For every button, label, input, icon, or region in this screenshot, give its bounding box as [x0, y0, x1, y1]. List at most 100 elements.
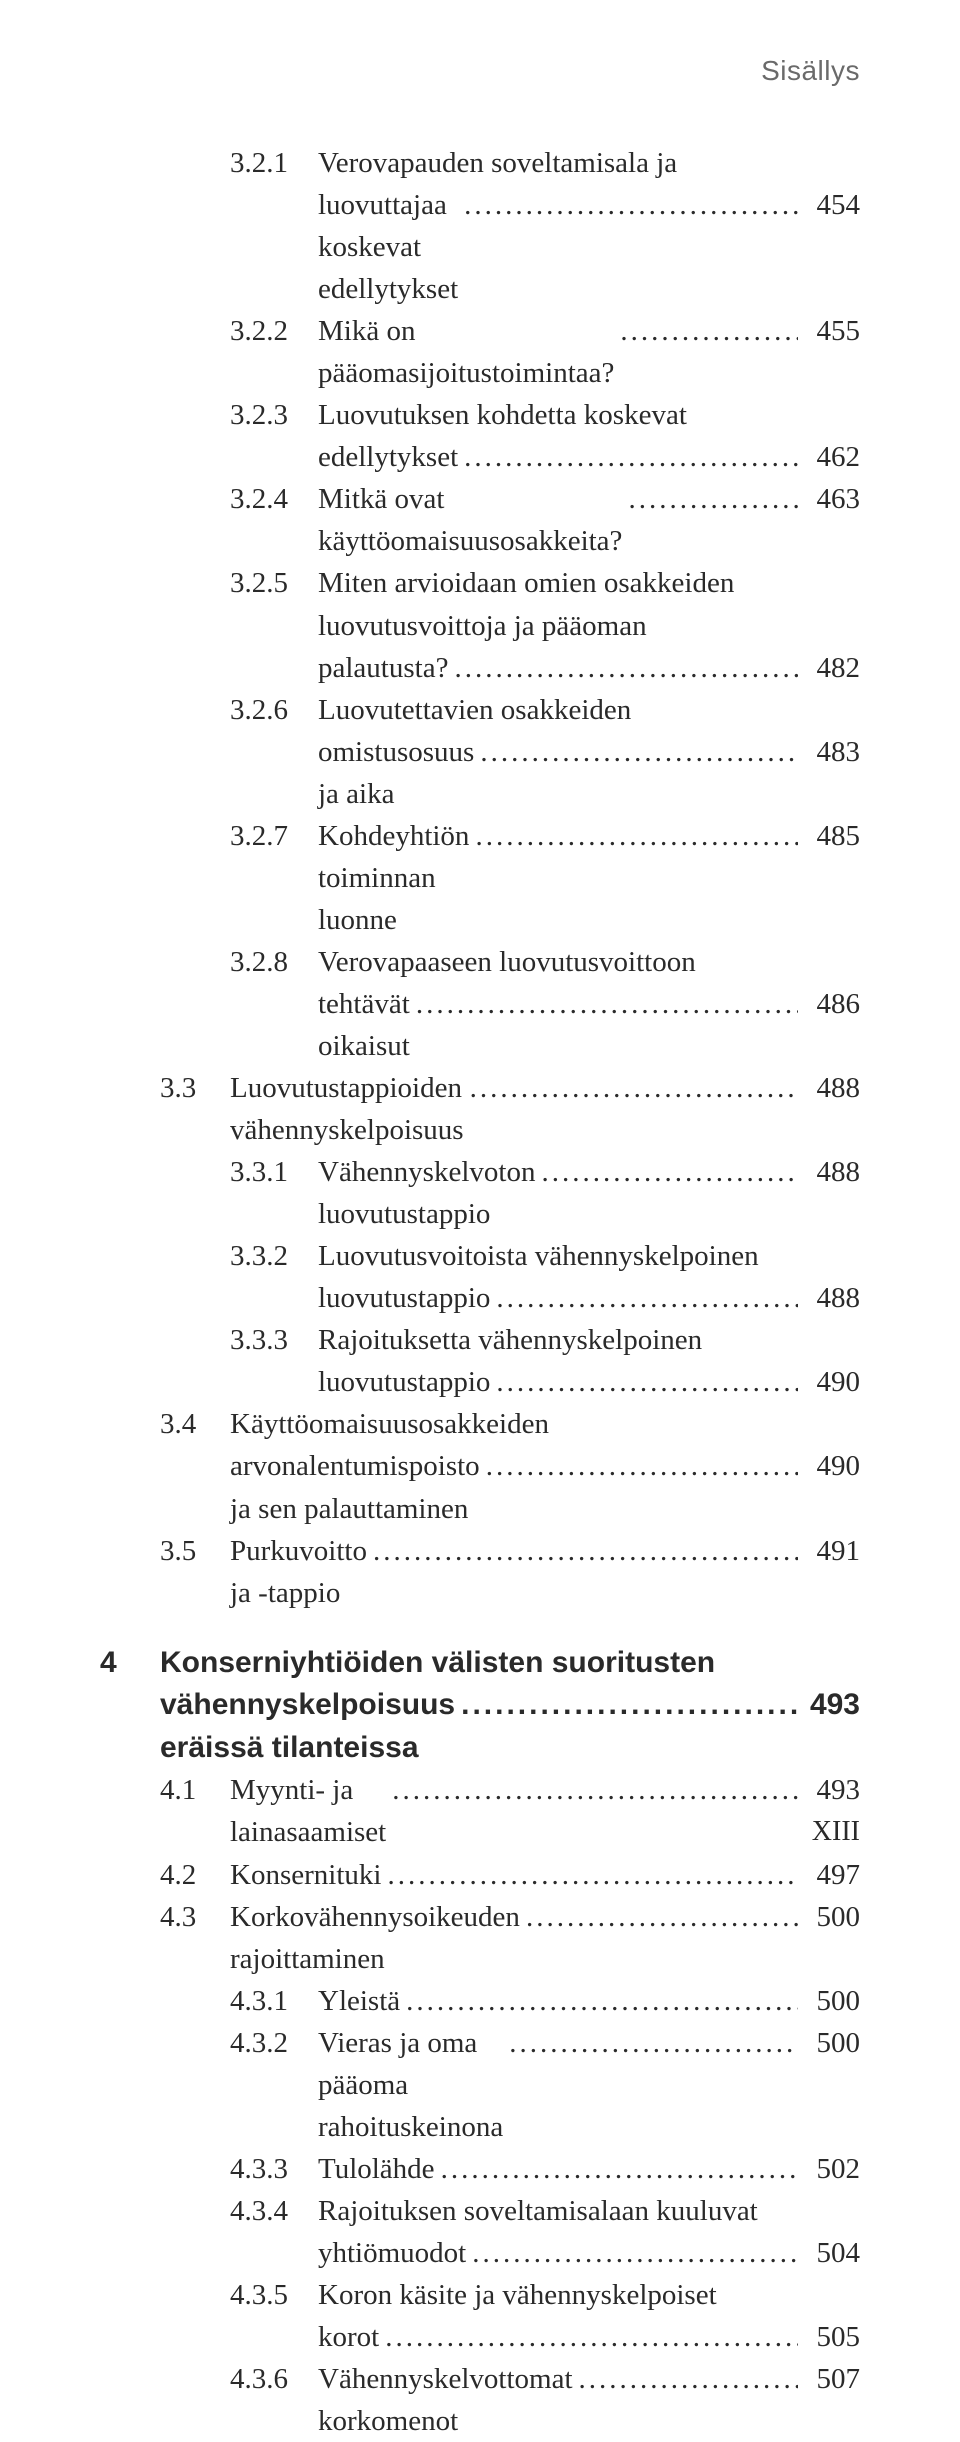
toc-chapter-cont: vähennyskelpoisuus eräissä tilanteissa49… — [100, 1684, 860, 1769]
toc-entry-title: Konsernituki — [230, 1854, 381, 1896]
toc-entry-number: 3.2.8 — [100, 941, 318, 983]
toc-entry: 3.3Luovutustappioiden vähennyskelpoisuus… — [100, 1067, 860, 1151]
page: Sisällys 3.2.1Verovapauden soveltamisala… — [0, 0, 960, 1918]
toc-entry-page: 463 — [798, 478, 860, 520]
page-folio: XIII — [812, 1816, 860, 1848]
toc-entry-page: 500 — [798, 1896, 860, 1938]
toc-leader-dots — [367, 1530, 798, 1572]
toc-entry: 4.1Myynti- ja lainasaamiset 493 — [100, 1769, 860, 1853]
toc-entry: 3.2.7Kohdeyhtiön toiminnan luonne485 — [100, 815, 860, 941]
toc-entry-cont: omistusosuus ja aika 483 — [100, 731, 860, 815]
toc-entry-number: 4.3.6 — [100, 2358, 318, 2400]
toc-leader-dots — [474, 731, 798, 773]
toc-entry-title: Miten arvioidaan omien osakkeiden — [318, 562, 734, 604]
toc-entry-number: 3.3.1 — [100, 1151, 318, 1193]
toc-leader-dots — [435, 2148, 798, 2190]
toc-entry-number: 3.3 — [100, 1067, 230, 1109]
toc-entry-cont: korot505 — [100, 2316, 860, 2358]
toc-entry-number: 3.2.1 — [100, 142, 318, 184]
toc-entry-cont: luovutustappio 490 — [100, 1361, 860, 1403]
toc-entry-page: 493 — [798, 1769, 860, 1811]
toc-leader-dots — [458, 184, 798, 226]
toc-entry-cont: edellytykset 462 — [100, 436, 860, 478]
toc-entry-number: 4 — [100, 1642, 160, 1685]
toc-entry: 3.2.2Mikä on pääomasijoitustoimintaa?455 — [100, 310, 860, 394]
toc-leader-dots — [466, 2232, 798, 2274]
toc-entry-page: 502 — [798, 2148, 860, 2190]
toc-entry: 4.3.6Vähennyskelvottomat korkomenot507 — [100, 2358, 860, 2442]
toc-entry-number: 4.3.5 — [100, 2274, 318, 2316]
toc-leader-dots — [458, 436, 798, 478]
toc-entry: 3.2.3Luovutuksen kohdetta koskevat — [100, 394, 860, 436]
toc-entry-title: edellytykset — [318, 436, 458, 478]
table-of-contents: 3.2.1Verovapauden soveltamisala jaluovut… — [100, 142, 860, 2442]
toc-entry-number: 3.5 — [100, 1530, 230, 1572]
toc-entry-number: 4.3.2 — [100, 2022, 318, 2064]
toc-entry-page: 462 — [798, 436, 860, 478]
toc-leader-dots — [381, 1854, 798, 1896]
toc-entry-number: 3.2.4 — [100, 478, 318, 520]
toc-leader-dots — [622, 478, 798, 520]
toc-entry-title: Verovapauden soveltamisala ja — [318, 142, 677, 184]
toc-entry-page: 500 — [798, 1980, 860, 2022]
toc-entry-page: 490 — [798, 1445, 860, 1487]
toc-leader-dots — [490, 1361, 798, 1403]
toc-entry-page: 491 — [798, 1530, 860, 1572]
toc-entry-title: Mikä on pääomasijoitustoimintaa? — [318, 310, 614, 394]
toc-entry: 3.4Käyttöomaisuusosakkeiden — [100, 1403, 860, 1445]
toc-entry-title: Vähennyskelvottomat korkomenot — [318, 2358, 573, 2442]
toc-entry-title: yhtiömuodot — [318, 2232, 466, 2274]
toc-entry-title: Luovutustappioiden vähennyskelpoisuus — [230, 1067, 464, 1151]
toc-entry-number: 4.1 — [100, 1769, 230, 1811]
toc-entry-title: luovutustappio — [318, 1361, 490, 1403]
toc-entry-cont: luovuttajaa koskevat edellytykset454 — [100, 184, 860, 310]
toc-leader-dots — [614, 310, 798, 352]
toc-entry: 3.3.1Vähennyskelvoton luovutustappio488 — [100, 1151, 860, 1235]
toc-entry-title: Konserniyhtiöiden välisten suoritusten — [160, 1642, 715, 1685]
toc-entry-title: Mitkä ovat käyttöomaisuusosakkeita? — [318, 478, 622, 562]
toc-entry-title: tehtävät oikaisut — [318, 983, 410, 1067]
toc-leader-dots — [400, 1980, 798, 2022]
toc-entry-title: arvonalentumispoisto ja sen palauttamine… — [230, 1445, 480, 1529]
toc-entry-page: 505 — [798, 2316, 860, 2358]
toc-entry-title: Rajoituksen soveltamisalaan kuuluvat — [318, 2190, 758, 2232]
toc-entry: 3.3.3Rajoituksetta vähennyskelpoinen — [100, 1319, 860, 1361]
toc-entry-title: Myynti- ja lainasaamiset — [230, 1769, 386, 1853]
toc-entry-number: 4.3.4 — [100, 2190, 318, 2232]
toc-entry-title: Käyttöomaisuusosakkeiden — [230, 1403, 549, 1445]
toc-entry-number: 3.3.2 — [100, 1235, 318, 1277]
toc-entry: 4.3.5Koron käsite ja vähennyskelpoiset — [100, 2274, 860, 2316]
toc-entry-page: 482 — [798, 647, 860, 689]
toc-entry-page: 486 — [798, 983, 860, 1025]
toc-entry-number: 3.4 — [100, 1403, 230, 1445]
toc-entry-title: Luovutuksen kohdetta koskevat — [318, 394, 687, 436]
toc-leader-dots — [573, 2358, 798, 2400]
toc-entry-page: 488 — [798, 1151, 860, 1193]
toc-leader-dots — [480, 1445, 798, 1487]
toc-entry-title: omistusosuus ja aika — [318, 731, 474, 815]
toc-entry: 3.2.5Miten arvioidaan omien osakkeiden — [100, 562, 860, 604]
toc-entry: 3.3.2Luovutusvoitoista vähennyskelpoinen — [100, 1235, 860, 1277]
toc-entry-number: 4.3.3 — [100, 2148, 318, 2190]
toc-entry: 4.2Konsernituki497 — [100, 1854, 860, 1896]
toc-leader-dots — [410, 983, 798, 1025]
toc-entry: 4.3.4Rajoituksen soveltamisalaan kuuluva… — [100, 2190, 860, 2232]
toc-entry-number: 4.3 — [100, 1896, 230, 1938]
toc-leader-dots — [503, 2022, 798, 2064]
toc-entry-title: palautusta? — [318, 647, 448, 689]
toc-entry: 3.2.4Mitkä ovat käyttöomaisuusosakkeita?… — [100, 478, 860, 562]
toc-leader-dots — [455, 1684, 798, 1727]
toc-entry-cont: yhtiömuodot 504 — [100, 2232, 860, 2274]
toc-entry-title: Luovutusvoitoista vähennyskelpoinen — [318, 1235, 759, 1277]
toc-entry-page: 504 — [798, 2232, 860, 2274]
toc-entry: 4.3.1Yleistä500 — [100, 1980, 860, 2022]
toc-entry-title: Rajoituksetta vähennyskelpoinen — [318, 1319, 702, 1361]
toc-entry-page: 483 — [798, 731, 860, 773]
toc-leader-dots — [469, 815, 798, 857]
toc-leader-dots — [490, 1277, 798, 1319]
toc-entry-cont: palautusta? 482 — [100, 647, 860, 689]
toc-entry: 4.3Korkovähennysoikeuden rajoittaminen 50… — [100, 1896, 860, 1980]
toc-entry-page: 455 — [798, 310, 860, 352]
toc-entry-page: 490 — [798, 1361, 860, 1403]
toc-entry-title: Korkovähennysoikeuden rajoittaminen — [230, 1896, 520, 1980]
